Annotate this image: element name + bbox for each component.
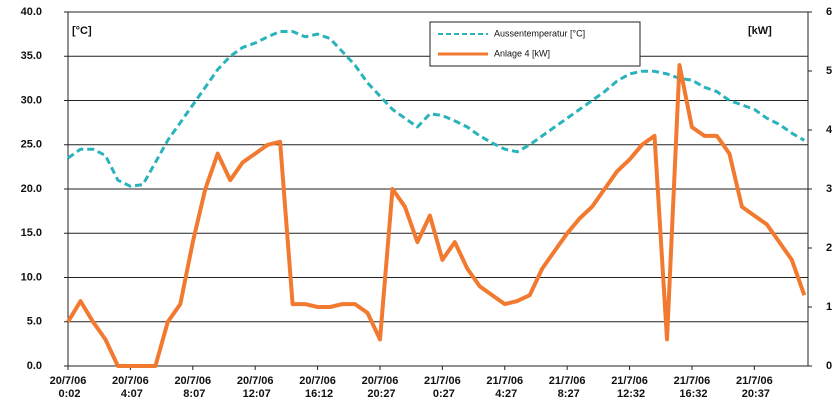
y2-tick-label: 1 — [826, 301, 832, 313]
x-tick-label: 21/7/06 8:27 — [549, 375, 586, 400]
y2-tick-label: 2 — [826, 242, 832, 254]
y-tick-label: 15.0 — [21, 227, 42, 239]
y-tick-label: 20.0 — [21, 183, 42, 195]
y-tick-label: 25.0 — [21, 139, 42, 151]
y-tick-label: 10.0 — [21, 271, 42, 283]
y-axis-label: [°C] — [72, 25, 92, 37]
y2-tick-label: 3 — [826, 183, 832, 195]
y-tick-label: 35.0 — [21, 50, 42, 62]
y2-axis-label: [kW] — [748, 25, 772, 37]
x-tick-label: 20/7/06 12:07 — [237, 375, 274, 400]
x-tick-label: 20/7/06 8:07 — [174, 375, 211, 400]
x-tick-label: 21/7/06 4:27 — [486, 375, 523, 400]
y-tick-label: 0.0 — [27, 360, 42, 372]
y2-tick-label: 0 — [826, 360, 832, 372]
legend-label: Anlage 4 [kW] — [494, 48, 550, 58]
x-tick-label: 21/7/06 0:27 — [424, 375, 461, 400]
series-line — [66, 63, 807, 368]
x-tick-label: 21/7/06 16:32 — [674, 375, 711, 400]
x-tick-label: 20/7/06 20:27 — [362, 375, 399, 400]
y-tick-label: 5.0 — [27, 316, 42, 328]
y-tick-label: 30.0 — [21, 94, 42, 106]
x-tick-label: 20/7/06 4:07 — [112, 375, 149, 400]
y-tick-label: 40.0 — [21, 6, 42, 18]
y2-tick-label: 6 — [826, 6, 832, 18]
series-line — [67, 30, 806, 188]
x-tick-label: 20/7/06 0:02 — [50, 375, 87, 400]
legend-label: Aussentemperatur [°C] — [494, 28, 585, 38]
y2-tick-label: 5 — [826, 65, 832, 77]
legend-box — [429, 21, 641, 67]
x-tick-label: 20/7/06 16:12 — [299, 375, 336, 400]
x-tick-label: 21/7/06 12:32 — [611, 375, 648, 400]
y2-tick-label: 4 — [826, 124, 833, 136]
x-tick-label: 21/7/06 20:37 — [736, 375, 773, 400]
